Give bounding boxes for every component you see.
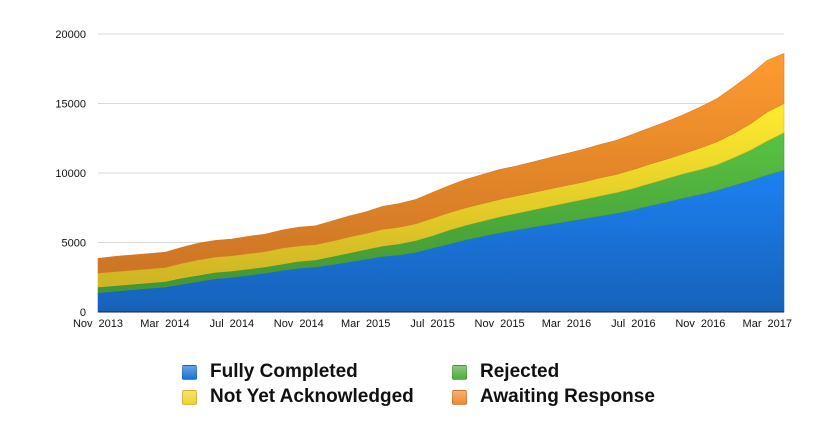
chart: 0 5000 10000 15000 20000 Nov 2013 Mar 2014 Jul 201…	[55, 29, 792, 330]
legend: Fully Completed Rejected Not Yet Acknowl…	[182, 360, 702, 416]
y-tick-label-10000: 10000	[55, 168, 86, 180]
legend-swatch-fully-completed	[182, 364, 197, 380]
legend-label-rejected: Rejected	[480, 361, 560, 382]
x-tick-label-jul-2016: Jul 2016	[611, 318, 656, 330]
x-tick-label-mar-2014: Mar 2014	[140, 318, 189, 330]
x-tick-label-nov-2013: Nov 2013	[73, 318, 123, 330]
y-tick-label-20000: 20000	[55, 29, 86, 41]
area-awaiting-response	[97, 53, 785, 274]
legend-label-fully-completed: Fully Completed	[210, 361, 358, 382]
x-tick-label-nov-2015: Nov 2015	[475, 318, 525, 330]
y-tick-label-15000: 15000	[55, 99, 86, 111]
y-tick-label-0: 0	[80, 307, 86, 319]
x-tick-label-jul-2014: Jul 2014	[210, 318, 255, 330]
legend-item-not-yet-acknowledged: Not Yet Acknowledged	[182, 385, 414, 409]
x-tick-label-nov-2014: Nov 2014	[274, 318, 324, 330]
legend-label-not-yet-acknowledged: Not Yet Acknowledged	[210, 386, 414, 407]
legend-label-awaiting-response: Awaiting Response	[480, 386, 655, 407]
x-tick-label-mar-2017: Mar 2017	[743, 318, 792, 330]
legend-item-awaiting-response: Awaiting Response	[452, 385, 655, 409]
legend-item-rejected: Rejected	[452, 360, 559, 384]
legend-swatch-awaiting-response	[452, 389, 467, 405]
legend-swatch-rejected	[452, 364, 467, 380]
x-tick-label-mar-2016: Mar 2016	[542, 318, 591, 330]
legend-swatch-not-yet-acknowledged	[182, 389, 197, 405]
x-tick-label-nov-2016: Nov 2016	[675, 318, 725, 330]
legend-item-fully-completed: Fully Completed	[182, 360, 358, 384]
x-tick-label-mar-2015: Mar 2015	[341, 318, 390, 330]
x-tick-label-jul-2015: Jul 2015	[410, 318, 455, 330]
y-tick-label-5000: 5000	[62, 238, 86, 250]
